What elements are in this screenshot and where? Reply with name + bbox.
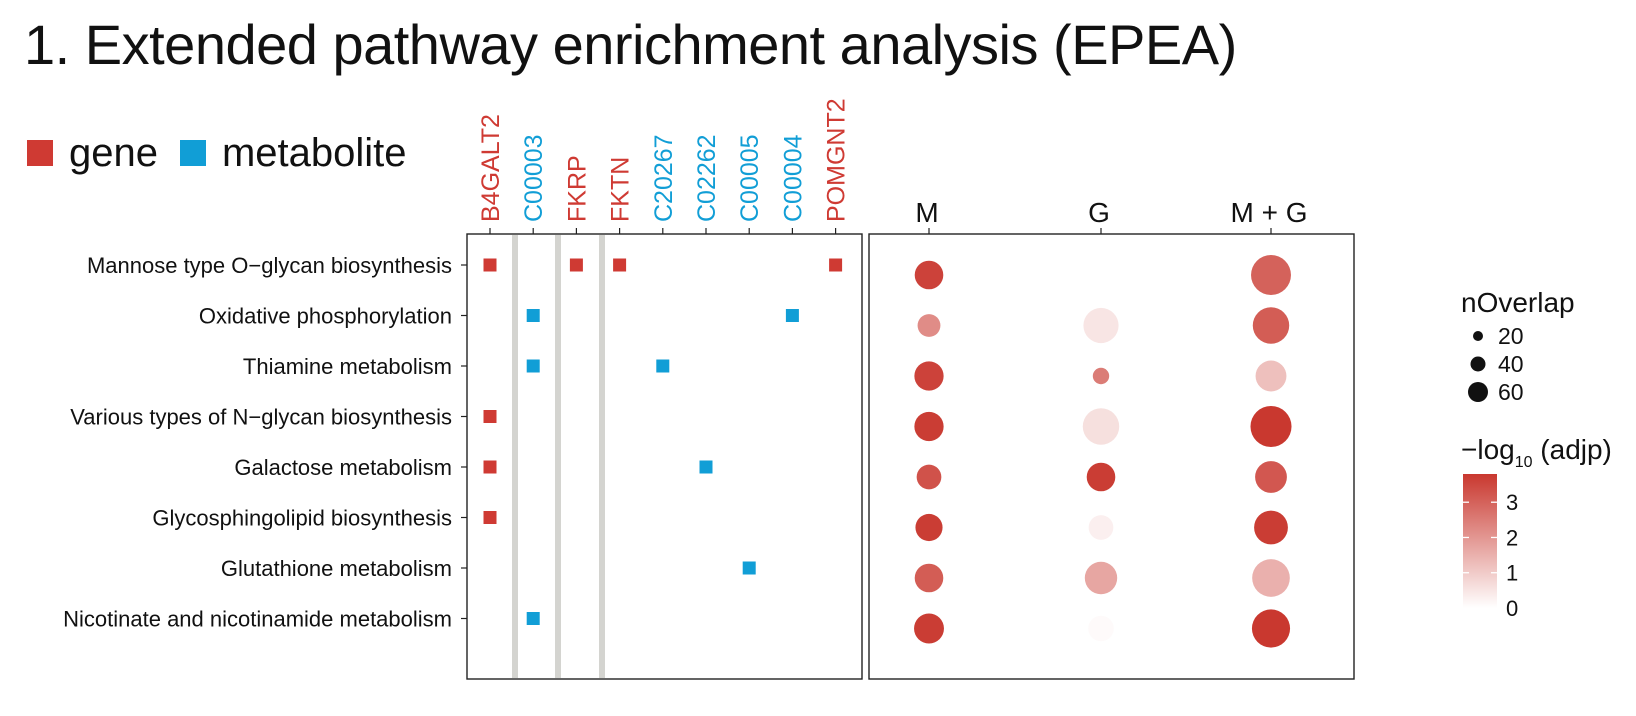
legend-item-gene: gene (27, 131, 158, 176)
color-legend-title-sub: 10 (1515, 454, 1533, 471)
metabolite-swatch-icon (179, 140, 206, 166)
membership-mark (526, 309, 540, 322)
dot-panel-frame (868, 233, 1355, 680)
category-label: M + G (1230, 197, 1307, 228)
membership-frame (466, 233, 863, 680)
enrichment-dot (1082, 408, 1120, 445)
pathway-label: Glutathione metabolism (221, 556, 452, 581)
group-separator-1 (555, 235, 561, 678)
pathway-label: Glycosphingolipid biosynthesis (152, 506, 452, 531)
enrichment-dot (1252, 559, 1290, 597)
membership-mark (483, 511, 497, 524)
pathway-label: Mannose type O−glycan biosynthesis (87, 253, 452, 278)
enrichment-dot (914, 361, 944, 391)
enrichment-dot (914, 613, 944, 644)
pathway-label: Thiamine metabolism (243, 354, 452, 379)
column-label-c00005: C00005 (736, 134, 764, 222)
enrichment-dot (1250, 405, 1292, 448)
category-label: M (915, 197, 938, 228)
color-scale-label: 0 (1506, 596, 1518, 621)
size-legend-label: 40 (1498, 351, 1524, 377)
membership-mark (829, 258, 843, 272)
membership-mark (526, 359, 540, 373)
legend-label-metabolite: metabolite (221, 130, 407, 175)
membership-mark (742, 561, 756, 575)
type-legend: gene metabolite (27, 128, 429, 178)
group-separator-0 (512, 235, 518, 678)
enrichment-dot-panel: M G M + G (868, 197, 1355, 680)
size-legend-dot (1468, 382, 1488, 402)
membership-mark (526, 612, 540, 625)
membership-mark (569, 258, 583, 272)
membership-mark (483, 410, 497, 423)
color-scale-bar (1463, 474, 1497, 608)
column-label-c20267: C20267 (650, 134, 678, 222)
membership-mark (785, 309, 799, 322)
color-scale-label: 1 (1506, 561, 1518, 586)
enrichment-dot (1255, 461, 1287, 493)
membership-mark (483, 258, 497, 272)
column-label-c02262: C02262 (693, 134, 721, 222)
size-legend-label: 20 (1498, 323, 1524, 349)
gene-swatch-icon (27, 140, 53, 166)
enrichment-dot (914, 260, 944, 290)
membership-mark (483, 460, 497, 474)
size-legend-dot (1473, 331, 1483, 341)
enrichment-dot (914, 411, 944, 442)
enrichment-dot (1086, 462, 1116, 492)
enrichment-dot (916, 464, 942, 490)
pathway-label: Various types of N−glycan biosynthesis (70, 405, 452, 430)
enrichment-dot (1083, 307, 1119, 344)
enrichment-dot (917, 314, 941, 337)
color-scale-label: 3 (1506, 490, 1518, 515)
category-label: G (1088, 197, 1110, 228)
pathway-labels: Mannose type O−glycan biosynthesis Oxidat… (63, 253, 467, 632)
column-label-pomgnt2: POMGNT2 (823, 98, 851, 222)
pathway-label: Oxidative phosphorylation (199, 304, 452, 329)
column-label-fktn: FKTN (607, 157, 635, 222)
size-legend-dot (1470, 356, 1486, 372)
column-label-b4galt2: B4GALT2 (477, 114, 505, 222)
page-title: 1. Extended pathway enrichment analysis … (24, 13, 1237, 76)
membership-panel: B4GALT2 C00003 FKRP FKTN C20267 C02262 C00005 C… (466, 98, 863, 680)
color-legend-title-tail: (adjp) (1533, 434, 1612, 465)
enrichment-dot (1252, 307, 1290, 344)
enrichment-dot (1088, 615, 1114, 642)
membership-mark (613, 258, 627, 272)
size-legend-title: nOverlap (1461, 287, 1575, 318)
membership-mark (656, 359, 670, 373)
column-label-c00003: C00003 (520, 134, 548, 222)
enrichment-dot (1255, 360, 1287, 392)
enrichment-dot (1084, 561, 1118, 595)
pathway-label: Nicotinate and nicotinamide metabolism (63, 607, 452, 632)
group-separator-2 (599, 235, 605, 678)
enrichment-dot (914, 563, 944, 593)
enrichment-dot (1251, 609, 1291, 648)
size-legend-label: 60 (1498, 379, 1524, 405)
legend-label-gene: gene (69, 130, 158, 175)
column-label-c00004: C00004 (779, 134, 807, 222)
legend-item-metabolite: metabolite (179, 130, 407, 176)
enrichment-dot (1254, 510, 1288, 545)
column-label-fkrp: FKRP (563, 155, 591, 222)
enrichment-dot (1092, 367, 1110, 385)
membership-mark (699, 460, 713, 474)
enrichment-dot (1088, 515, 1114, 540)
color-scale-label: 2 (1506, 525, 1518, 550)
enrichment-dot (1251, 255, 1291, 295)
enrichment-dot (915, 513, 943, 542)
enrichment-dot (1092, 266, 1110, 284)
pathway-label: Galactose metabolism (234, 455, 452, 480)
color-legend-title: −log10 (adjp) (1461, 434, 1612, 471)
